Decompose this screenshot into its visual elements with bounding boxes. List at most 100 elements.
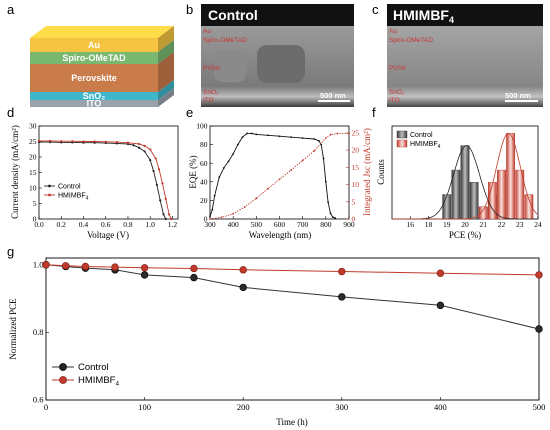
eqe-ytick-label: 0: [204, 215, 208, 224]
eqe-point: [267, 134, 269, 137]
pce-histogram-legend: Control HMIMBF4: [396, 130, 441, 150]
panel-label-c: c: [372, 2, 379, 17]
jv-chart-legend: Control HMIMBF4: [44, 184, 89, 202]
eqe-point: [209, 215, 211, 218]
jv-point-hmimbf4: [143, 144, 146, 147]
jv-ytick-label: 30: [29, 122, 37, 131]
eqe-chart-xlabel: Wavelength (nm): [249, 230, 312, 240]
jv-point-hmimbf4: [170, 217, 173, 221]
eqe-point: [290, 136, 292, 139]
stability-ytick-label: 1.0: [33, 259, 44, 269]
stability-point-hmimbf4: [42, 261, 50, 269]
sem-control-scale-label: 500 nm: [320, 91, 346, 100]
jv-point-control: [164, 217, 167, 221]
eqe-xtick-label: 500: [251, 220, 263, 229]
stack-layer-side: [158, 26, 174, 52]
eqe-chart: 300 400 500 600 700 800 9000204060801000510152…: [188, 122, 372, 240]
pce-xtick-label: 21: [480, 220, 488, 229]
pce-bar-hmimbf4: [478, 206, 488, 220]
stability-point-hmimbf4: [239, 266, 247, 274]
jsc-series-line: [209, 133, 349, 220]
pce-bar-hmimbf4: [497, 169, 506, 220]
jv-point-control: [132, 144, 135, 147]
eqe-point: [223, 166, 225, 169]
eqe-chart-y2label: Integrated Jsc (mA/cm²): [362, 128, 372, 216]
pce-legend-label-hmimbf4: HMIMBF4: [410, 141, 441, 150]
sem-control-layer-label: Au: [203, 28, 211, 35]
stability-point-control: [338, 293, 346, 301]
stack-layer-side: [158, 40, 174, 64]
eqe-point: [241, 136, 244, 139]
eqe-chart-ylabel: EQE (%): [188, 155, 198, 188]
eqe-point: [255, 133, 258, 136]
stability-point-hmimbf4: [338, 267, 346, 276]
pce-bar-control: [442, 194, 452, 220]
eqe-series-line: [209, 132, 336, 219]
eqe-point: [327, 201, 330, 204]
sem-hmimbf4-layer-label: Au: [389, 28, 397, 35]
jv-point-hmimbf4: [161, 182, 164, 185]
stability-point-hmimbf4: [81, 262, 90, 271]
jv-legend-label-hmimbf4: HMIMBF4: [58, 193, 89, 202]
jsc-point: [313, 149, 316, 152]
stack-layer: ITO: [30, 88, 174, 109]
jv-xtick-label: 0.2: [57, 220, 67, 229]
jv-xtick-label: 0.6: [101, 220, 111, 229]
eqe-point: [278, 135, 281, 138]
eqe-xtick-label: 700: [297, 220, 309, 229]
stability-ytick-label: 0.8: [33, 327, 44, 337]
jv-xtick-label: 0.0: [34, 220, 44, 229]
jv-chart-frame: [38, 125, 179, 220]
jv-point-control: [159, 199, 162, 202]
stack-layer-label: Spiro-OMeTAD: [62, 53, 126, 63]
sem-control-layer-label: Spiro-OMeTAD: [203, 37, 247, 44]
stability-point-control: [436, 301, 445, 310]
eqe-ytick-label: 60: [200, 159, 208, 168]
jv-point-hmimbf4: [168, 213, 171, 216]
stability-point-hmimbf4: [535, 271, 543, 279]
sem-hmimbf4-layer-label: Spiro-OMeTAD: [389, 37, 433, 44]
jsc-point: [290, 169, 292, 171]
stability-point-control: [140, 271, 149, 279]
stack-layer-front: [30, 64, 158, 92]
jsc-ytick-label: 0: [352, 215, 356, 224]
sem-control-layer-label: ITO: [203, 97, 214, 104]
eqe-ytick-label: 100: [196, 122, 208, 131]
pce-legend-swatch-control: [396, 130, 408, 139]
stack-layer-front: [30, 38, 158, 52]
jv-point-control: [152, 169, 155, 173]
jsc-point: [301, 159, 304, 162]
stack-layer: Spiro-OMeTAD: [30, 40, 174, 64]
jv-legend-marker-hmimbf4: [48, 193, 51, 197]
sem-control-title: Control: [208, 7, 258, 23]
eqe-ytick-label: 40: [200, 177, 208, 186]
pce-xtick-label: 22: [498, 220, 506, 229]
jv-point-hmimbf4: [115, 141, 118, 144]
pce-fit-hmimbf4: [392, 133, 538, 220]
jsc-point: [348, 132, 350, 135]
stack-layer-side: [158, 80, 174, 100]
jv-point-control: [143, 150, 146, 153]
jv-point-hmimbf4: [82, 140, 85, 143]
jv-point-control: [162, 213, 165, 216]
jv-series-control: [39, 141, 167, 220]
jv-ytick-label: 15: [29, 168, 37, 177]
jsc-point: [209, 218, 211, 220]
jv-xtick-label: 0.4: [79, 220, 89, 229]
panel-label-g: g: [7, 244, 14, 259]
eqe-point: [313, 138, 316, 140]
stability-point-hmimbf4: [190, 264, 198, 273]
panel-label-b: b: [186, 2, 193, 17]
stack-layer-label: ITO: [87, 99, 102, 109]
pce-xtick-label: 18: [425, 220, 433, 229]
stack-layer-front: [30, 52, 158, 64]
jv-legend-marker-control: [48, 184, 51, 188]
jsc-point: [232, 212, 235, 215]
stack-layer: Au: [30, 26, 174, 52]
panel-label-d: d: [7, 105, 14, 120]
panel-label-a: a: [7, 2, 15, 17]
jv-point-hmimbf4: [137, 142, 141, 146]
stability-legend-marker-control: [59, 363, 67, 371]
stack-layer-front: [30, 92, 158, 100]
